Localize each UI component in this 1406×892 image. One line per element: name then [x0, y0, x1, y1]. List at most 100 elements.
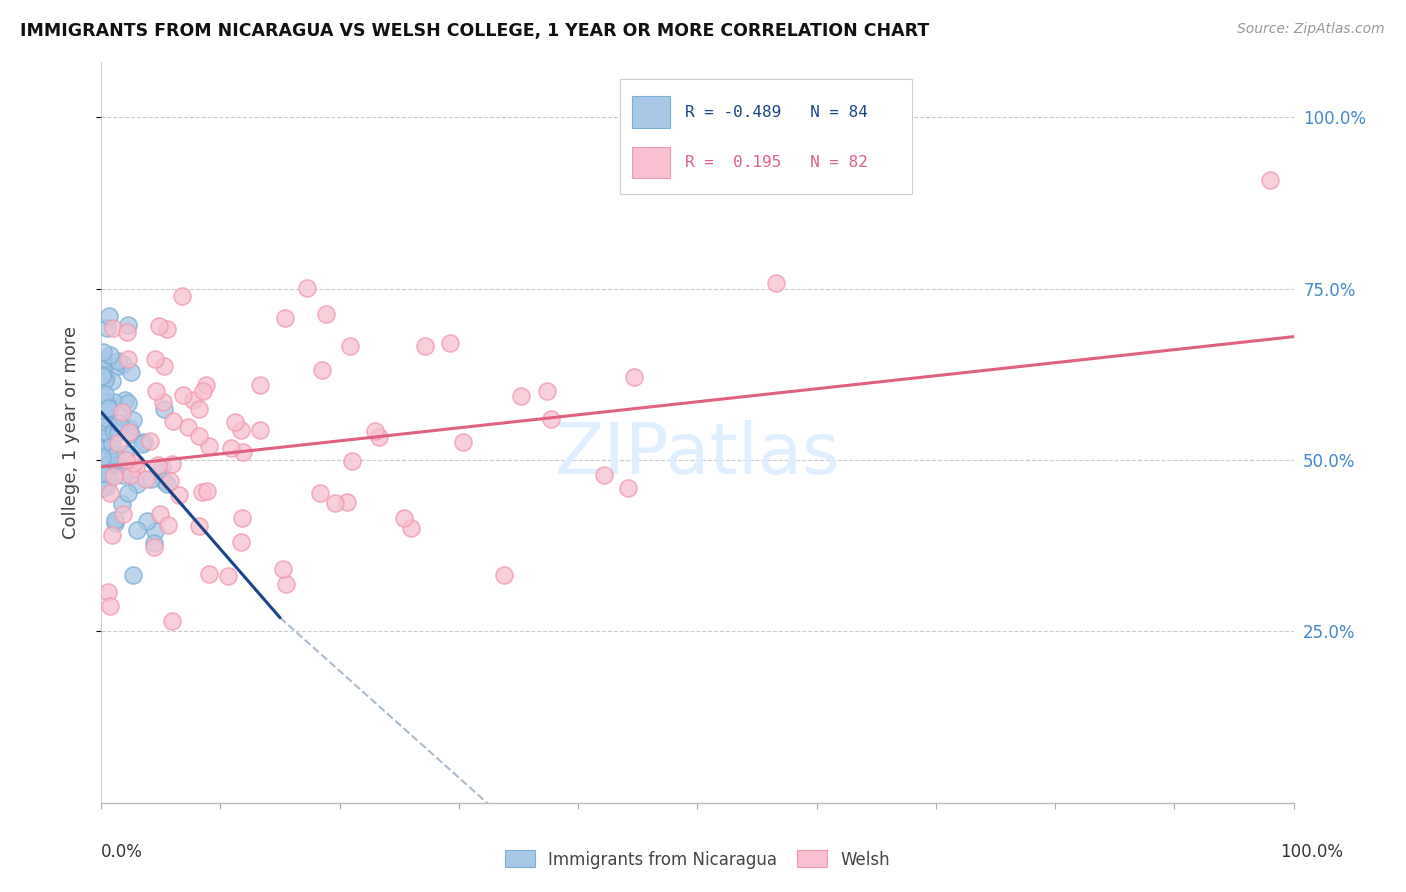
- Point: [540, 411, 562, 425]
- Point: [148, 318, 170, 333]
- Point: [249, 377, 271, 392]
- Point: [172, 388, 194, 402]
- Point: [94, 424, 117, 438]
- Point: [107, 417, 129, 431]
- Point: [162, 414, 184, 428]
- Point: [91, 368, 114, 382]
- Point: [103, 424, 125, 438]
- Point: [117, 318, 139, 332]
- Point: [91, 466, 114, 480]
- Point: [93, 403, 115, 417]
- Point: [765, 277, 787, 291]
- Point: [367, 430, 389, 444]
- Text: 0.0%: 0.0%: [101, 843, 143, 861]
- Text: R = -0.489   N = 84: R = -0.489 N = 84: [686, 104, 869, 120]
- Point: [315, 307, 337, 321]
- Point: [153, 402, 176, 417]
- Point: [96, 450, 118, 465]
- Text: IMMIGRANTS FROM NICARAGUA VS WELSH COLLEGE, 1 YEAR OR MORE CORRELATION CHART: IMMIGRANTS FROM NICARAGUA VS WELSH COLLE…: [20, 22, 929, 40]
- Point: [94, 410, 117, 425]
- Point: [150, 460, 173, 475]
- Point: [101, 528, 124, 542]
- Point: [94, 435, 117, 450]
- Point: [93, 433, 115, 447]
- Point: [120, 467, 142, 482]
- Point: [101, 374, 124, 388]
- Point: [231, 511, 253, 525]
- Point: [107, 359, 129, 373]
- Point: [100, 427, 122, 442]
- Point: [143, 524, 166, 539]
- Point: [188, 519, 211, 533]
- Point: [98, 309, 121, 323]
- Point: [127, 477, 149, 491]
- Point: [96, 320, 118, 334]
- Point: [249, 423, 271, 437]
- Point: [98, 486, 121, 500]
- Point: [172, 288, 194, 302]
- Point: [103, 469, 125, 483]
- Point: [91, 368, 114, 383]
- Point: [107, 353, 129, 368]
- Point: [492, 568, 515, 582]
- Point: [339, 339, 361, 353]
- Point: [114, 393, 136, 408]
- Point: [98, 438, 121, 452]
- Point: [93, 360, 115, 375]
- Point: [97, 408, 120, 422]
- Point: [616, 481, 638, 495]
- Point: [156, 477, 179, 491]
- Point: [394, 511, 416, 525]
- Point: [110, 405, 132, 419]
- Point: [94, 405, 117, 419]
- Point: [117, 486, 139, 500]
- Point: [159, 475, 181, 489]
- Point: [311, 363, 333, 377]
- Point: [592, 467, 614, 482]
- Point: [143, 536, 166, 550]
- Point: [107, 435, 129, 450]
- Point: [91, 481, 114, 495]
- Point: [125, 460, 148, 475]
- Point: [135, 514, 157, 528]
- Point: [118, 425, 141, 439]
- Point: [323, 496, 346, 510]
- Point: [309, 486, 332, 500]
- Point: [160, 614, 183, 628]
- Point: [139, 434, 162, 449]
- Point: [97, 401, 120, 415]
- Point: [91, 418, 114, 433]
- Point: [195, 377, 218, 392]
- Point: [149, 507, 172, 521]
- Text: 100.0%: 100.0%: [1279, 843, 1343, 861]
- Point: [167, 488, 190, 502]
- Point: [120, 366, 142, 380]
- Point: [94, 370, 117, 384]
- Point: [103, 516, 125, 530]
- Point: [94, 387, 117, 401]
- Point: [229, 423, 252, 437]
- Point: [219, 441, 242, 455]
- Point: [224, 416, 246, 430]
- Point: [93, 424, 115, 438]
- Point: [117, 351, 139, 366]
- Point: [114, 447, 136, 461]
- Point: [118, 421, 141, 435]
- Point: [232, 444, 254, 458]
- Point: [112, 467, 135, 482]
- Point: [93, 412, 115, 426]
- Point: [125, 523, 148, 537]
- Point: [148, 458, 170, 472]
- Point: [274, 310, 297, 325]
- Point: [120, 462, 142, 476]
- Point: [90, 408, 112, 422]
- Point: [103, 458, 125, 472]
- Point: [115, 325, 138, 339]
- Point: [101, 321, 124, 335]
- Point: [131, 437, 153, 451]
- Bar: [631, 96, 669, 128]
- Point: [364, 425, 387, 439]
- Point: [121, 413, 143, 427]
- Point: [181, 393, 204, 408]
- Point: [122, 567, 145, 582]
